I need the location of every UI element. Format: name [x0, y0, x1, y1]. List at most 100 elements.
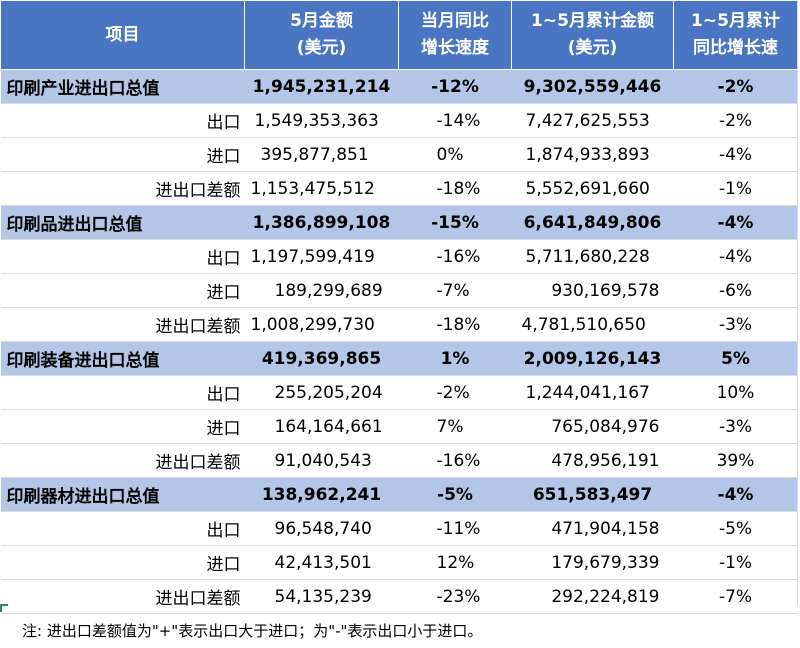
header-cum-yoy: 1~5月累计 同比增长速	[673, 0, 798, 70]
header-item-label: 项目	[105, 24, 140, 45]
row-cum-amount: 1,244,041,167	[511, 375, 674, 410]
row-name: 出口	[0, 239, 245, 274]
row-cum-yoy: -2%	[673, 103, 798, 138]
header-cum-amount: 1~5月累计金额 (美元)	[511, 0, 674, 70]
row-cum-amount: 179,679,339	[511, 545, 674, 580]
table-row: 进出口差额 1,008,299,730 -18% 4,781,510,650 -…	[0, 307, 798, 342]
header-may-amount-line1: 5月金额	[290, 11, 353, 31]
table-row: 进口 42,413,501 12% 179,679,339 -1%	[0, 545, 798, 580]
row-cum-yoy: -7%	[673, 579, 798, 614]
row-cum-yoy: -5%	[673, 511, 798, 546]
row-may-yoy: -23%	[398, 579, 512, 614]
row-cum-amount: 5,552,691,660	[511, 171, 674, 206]
row-may-amount: 1,549,353,363	[244, 103, 399, 138]
table-row: 出口 255,205,204 -2% 1,244,041,167 10%	[0, 375, 798, 410]
header-cum-yoy-line1: 1~5月累计	[691, 11, 780, 31]
row-cum-yoy: -3%	[673, 307, 798, 342]
row-may-amount: 255,205,204	[244, 375, 399, 410]
row-cum-yoy: -3%	[673, 409, 798, 444]
row-may-amount: 1,008,299,730	[244, 307, 399, 342]
row-cum-amount: 4,781,510,650	[511, 307, 674, 342]
row-name: 进口	[0, 273, 245, 308]
row-name: 进口	[0, 545, 245, 580]
row-cum-yoy: -4%	[673, 477, 798, 512]
row-may-yoy: -14%	[398, 103, 512, 138]
row-cum-amount: 7,427,625,553	[511, 103, 674, 138]
row-cum-amount: 2,009,126,143	[511, 341, 674, 376]
cell-selection-corner	[0, 604, 8, 612]
row-may-yoy: -11%	[398, 511, 512, 546]
row-may-yoy: -12%	[398, 69, 512, 104]
row-cum-amount: 1,874,933,893	[511, 137, 674, 172]
header-cum-amount-line2: (美元)	[567, 38, 618, 58]
group-total-row: 印刷装备进出口总值 419,369,865 1% 2,009,126,143 5…	[0, 341, 798, 376]
row-name: 进出口差额	[0, 579, 245, 614]
header-may-yoy-line2: 增长速度	[421, 38, 489, 58]
table-row: 出口 96,548,740 -11% 471,904,158 -5%	[0, 511, 798, 546]
row-may-yoy: 12%	[398, 545, 512, 580]
row-cum-amount: 930,169,578	[511, 273, 674, 308]
row-cum-yoy: 39%	[673, 443, 798, 478]
header-may-yoy: 当月同比 增长速度	[398, 0, 512, 70]
row-cum-yoy: -1%	[673, 171, 798, 206]
header-item: 项目	[0, 0, 245, 70]
table-row: 出口 1,197,599,419 -16% 5,711,680,228 -4%	[0, 239, 798, 274]
row-cum-yoy: -4%	[673, 239, 798, 274]
row-may-amount: 395,877,851	[244, 137, 399, 172]
row-cum-amount: 471,904,158	[511, 511, 674, 546]
footnote: 注: 进出口差额值为"+"表示出口大于进口；为"-"表示出口小于进口。	[22, 622, 483, 640]
row-may-yoy: -16%	[398, 443, 512, 478]
row-may-amount: 1,153,475,512	[244, 171, 399, 206]
row-may-amount: 138,962,241	[244, 477, 399, 512]
table-row: 进口 395,877,851 0% 1,874,933,893 -4%	[0, 137, 798, 172]
table-row: 进出口差额 54,135,239 -23% 292,224,819 -7%	[0, 579, 798, 614]
row-cum-amount: 6,641,849,806	[511, 205, 674, 240]
header-may-yoy-line1: 当月同比	[421, 11, 489, 31]
group-total-row: 印刷产业进出口总值 1,945,231,214 -12% 9,302,559,4…	[0, 69, 798, 104]
row-name: 进出口差额	[0, 307, 245, 342]
row-may-amount: 1,386,899,108	[244, 205, 399, 240]
table-body: 印刷产业进出口总值 1,945,231,214 -12% 9,302,559,4…	[0, 69, 798, 614]
row-name: 出口	[0, 103, 245, 138]
header-may-amount-line2: (美元)	[296, 38, 347, 58]
row-may-yoy: -5%	[398, 477, 512, 512]
table-row: 进口 164,164,661 7% 765,084,976 -3%	[0, 409, 798, 444]
header-row: 项目 5月金额 (美元) 当月同比增长速度 1~5月累计金额 (美元) 1~5月累计…	[0, 0, 798, 70]
row-may-amount: 164,164,661	[244, 409, 399, 444]
table-row: 进出口差额 91,040,543 -16% 478,956,191 39%	[0, 443, 798, 478]
row-name: 出口	[0, 375, 245, 410]
row-cum-amount: 651,583,497	[511, 477, 674, 512]
row-may-amount: 1,945,231,214	[244, 69, 399, 104]
row-cum-yoy: -4%	[673, 137, 798, 172]
row-name: 印刷器材进出口总值	[0, 477, 245, 512]
row-may-yoy: -15%	[398, 205, 512, 240]
group-total-row: 印刷品进出口总值 1,386,899,108 -15% 6,641,849,80…	[0, 205, 798, 240]
row-name: 印刷装备进出口总值	[0, 341, 245, 376]
row-cum-amount: 478,956,191	[511, 443, 674, 478]
row-name: 出口	[0, 511, 245, 546]
row-may-yoy: -18%	[398, 171, 512, 206]
row-name: 印刷产业进出口总值	[0, 69, 245, 104]
row-name: 进口	[0, 137, 245, 172]
row-cum-yoy: -6%	[673, 273, 798, 308]
row-may-yoy: 1%	[398, 341, 512, 376]
row-name: 进出口差额	[0, 443, 245, 478]
header-cum-yoy-line2: 同比增长速	[693, 38, 778, 58]
table-row: 出口 1,549,353,363 -14% 7,427,625,553 -2%	[0, 103, 798, 138]
row-may-amount: 54,135,239	[244, 579, 399, 614]
row-may-yoy: 0%	[398, 137, 512, 172]
table-row: 进出口差额 1,153,475,512 -18% 5,552,691,660 -…	[0, 171, 798, 206]
row-cum-amount: 292,224,819	[511, 579, 674, 614]
group-total-row: 印刷器材进出口总值 138,962,241 -5% 651,583,497 -4…	[0, 477, 798, 512]
row-name: 进出口差额	[0, 171, 245, 206]
header-cum-amount-line1: 1~5月累计金额	[531, 11, 654, 31]
table-row: 进口 189,299,689 -7% 930,169,578 -6%	[0, 273, 798, 308]
trade-table: 项目 5月金额 (美元) 当月同比增长速度 1~5月累计金额 (美元) 1~5月累计…	[0, 0, 798, 614]
row-may-yoy: 7%	[398, 409, 512, 444]
row-may-amount: 189,299,689	[244, 273, 399, 308]
row-cum-amount: 765,084,976	[511, 409, 674, 444]
table-header: 项目 5月金额 (美元) 当月同比增长速度 1~5月累计金额 (美元) 1~5月累计…	[0, 0, 798, 70]
row-cum-amount: 5,711,680,228	[511, 239, 674, 274]
row-may-yoy: -7%	[398, 273, 512, 308]
